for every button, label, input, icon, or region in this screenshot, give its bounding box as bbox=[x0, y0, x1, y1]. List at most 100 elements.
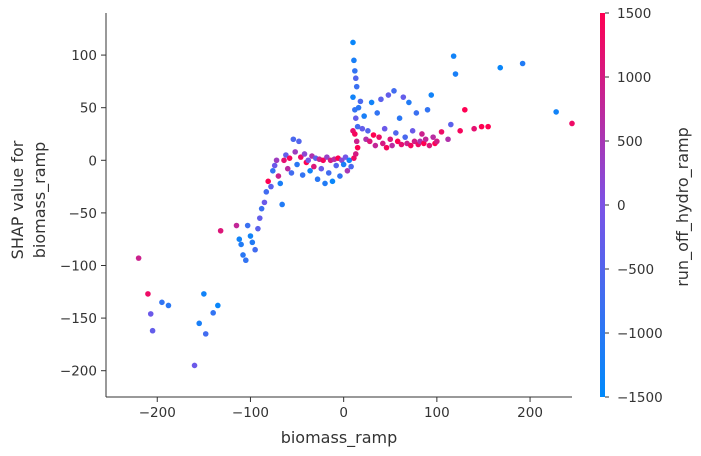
scatter-point bbox=[352, 75, 359, 82]
y-tick-label: 0 bbox=[88, 153, 97, 169]
scatter-point bbox=[296, 138, 302, 145]
scatter-point bbox=[409, 128, 416, 134]
x-tick-label: −200 bbox=[139, 405, 176, 421]
scatter-point bbox=[247, 233, 254, 239]
scatter-point bbox=[344, 168, 351, 174]
scatter-point bbox=[391, 88, 397, 94]
scatter-point bbox=[322, 180, 328, 187]
scatter-point bbox=[320, 157, 326, 164]
scatter-point bbox=[376, 134, 382, 140]
x-tick-label: −100 bbox=[232, 405, 269, 421]
scatter-point bbox=[299, 172, 306, 178]
scatter-point bbox=[434, 138, 440, 145]
y-axis-label-line2: biomass_ramp bbox=[30, 142, 50, 259]
scatter-point bbox=[398, 141, 405, 148]
scatter-point bbox=[292, 149, 298, 155]
scatter-point bbox=[147, 311, 154, 317]
scatter-point bbox=[297, 154, 304, 160]
scatter-point bbox=[294, 161, 300, 168]
scatter-point bbox=[462, 106, 468, 113]
scatter-point bbox=[387, 136, 394, 143]
scatter-point bbox=[413, 110, 420, 116]
scatter-point bbox=[445, 136, 451, 143]
scatter-point bbox=[243, 257, 249, 264]
scatter-point bbox=[196, 320, 202, 327]
scatter-point bbox=[485, 123, 491, 130]
scatter-point bbox=[311, 163, 317, 170]
scatter-point bbox=[268, 183, 274, 190]
scatter-point bbox=[354, 144, 361, 151]
scatter-point bbox=[286, 155, 293, 161]
scatter-point bbox=[279, 201, 285, 208]
scatter-point bbox=[351, 155, 357, 161]
scatter-point bbox=[359, 125, 366, 132]
plot-area: −200 −100 0 100 200 −200 −150 −100 −50 0 50 100 bbox=[60, 13, 575, 421]
scatter-point bbox=[307, 168, 313, 174]
scatter-point bbox=[215, 302, 221, 309]
scatter-point bbox=[381, 125, 388, 132]
scatter-point bbox=[244, 222, 251, 229]
scatter-point bbox=[149, 327, 156, 334]
scatter-point bbox=[393, 130, 399, 136]
x-tick-label: 200 bbox=[517, 405, 543, 421]
colorbar-tick-label: −1500 bbox=[617, 390, 663, 406]
scatter-point bbox=[372, 142, 379, 149]
colorbar-tick-label: −500 bbox=[617, 262, 654, 278]
scatter-point bbox=[406, 99, 412, 106]
scatter-point bbox=[265, 178, 271, 185]
scatter-point bbox=[238, 241, 244, 248]
scatter-point bbox=[389, 142, 395, 149]
scatter-point bbox=[352, 115, 359, 122]
scatter-point bbox=[305, 157, 312, 164]
scatter-point bbox=[318, 165, 325, 172]
scatter-point bbox=[450, 53, 457, 59]
scatter-point bbox=[361, 113, 367, 119]
scatter-point bbox=[428, 92, 435, 98]
scatter-point bbox=[430, 134, 436, 140]
scatter-point bbox=[324, 154, 330, 160]
scatter-point bbox=[353, 83, 360, 90]
scatter-point bbox=[407, 142, 414, 149]
scatter-point bbox=[569, 120, 575, 127]
x-tick-label: 100 bbox=[424, 405, 450, 421]
scatter-point bbox=[396, 115, 403, 122]
scatter-point bbox=[452, 71, 459, 77]
colorbar-gradient bbox=[600, 13, 605, 397]
scatter-point bbox=[333, 162, 340, 169]
y-axis-label-line1: SHAP value for bbox=[8, 140, 27, 259]
scatter-point bbox=[383, 144, 390, 151]
scatter-point bbox=[350, 39, 356, 46]
scatter-point bbox=[553, 109, 559, 115]
scatter-point bbox=[352, 131, 358, 137]
colorbar-ticks: −1500 −1000 −500 0 500 1000 1500 bbox=[605, 6, 663, 406]
scatter-point bbox=[338, 157, 345, 164]
scatter-point bbox=[340, 161, 347, 168]
scatter-point bbox=[263, 189, 270, 195]
scatter-point bbox=[270, 168, 276, 174]
scatter-point bbox=[357, 98, 364, 105]
scatter-point bbox=[201, 291, 207, 297]
scatter-point bbox=[271, 162, 278, 169]
scatter-point bbox=[191, 362, 198, 369]
scatter-point bbox=[380, 140, 386, 147]
x-tick-label: 0 bbox=[339, 405, 348, 421]
scatter-point bbox=[370, 132, 377, 138]
scatter-point bbox=[135, 255, 142, 261]
scatter-point bbox=[378, 96, 384, 103]
colorbar-tick-label: 500 bbox=[617, 134, 643, 150]
scatter-point bbox=[210, 310, 216, 316]
scatter-point bbox=[249, 239, 256, 246]
scatter-point bbox=[252, 246, 258, 253]
scatter-point bbox=[329, 178, 336, 185]
scatter-point bbox=[314, 176, 321, 183]
scatter-point bbox=[354, 123, 361, 130]
y-tick-label: 100 bbox=[71, 48, 97, 64]
scatter-point bbox=[424, 106, 431, 113]
scatter-point bbox=[202, 331, 209, 337]
scatter-point bbox=[346, 157, 353, 164]
scatter-point bbox=[337, 173, 343, 179]
scatter-point bbox=[448, 121, 454, 128]
scatter-point bbox=[284, 165, 291, 172]
y-tick-label: −50 bbox=[69, 206, 98, 222]
